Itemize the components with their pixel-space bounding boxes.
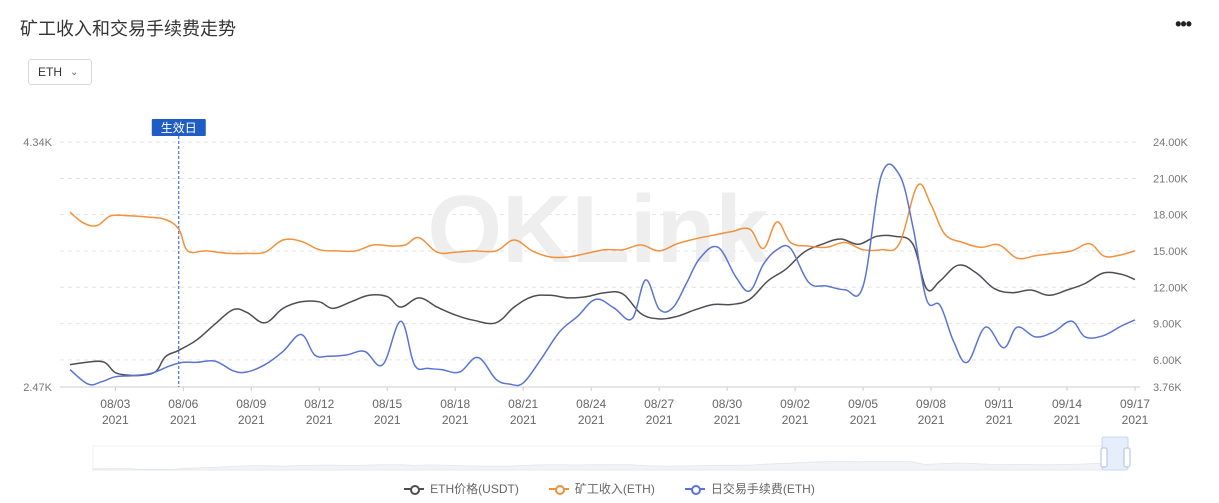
page-title: 矿工收入和交易手续费走势: [20, 19, 236, 39]
legend-label-price: ETH价格(USDT): [430, 482, 519, 496]
x-tick-year-label: 2021: [646, 413, 673, 427]
y-right-tick-label: 3.76K: [1153, 382, 1182, 394]
x-tick-label: 08/15: [372, 397, 402, 411]
x-tick-year-label: 2021: [1122, 413, 1149, 427]
y-right-tick-label: 9.00K: [1153, 319, 1182, 331]
x-tick-label: 08/06: [168, 397, 198, 411]
legend: ETH价格(USDT) 矿工收入(ETH) 日交易手续费(ETH): [0, 480, 1219, 497]
x-tick-label: 08/21: [508, 397, 538, 411]
coin-select-value: ETH: [38, 65, 62, 79]
x-tick-label: 08/03: [100, 397, 130, 411]
x-tick-year-label: 2021: [442, 413, 469, 427]
axes-layer: 3.76K 6.00K 9.00K 12.00K 15.00K 18.00K 21.00K 2…: [23, 137, 1188, 427]
x-tick-label: 09/17: [1120, 397, 1150, 411]
legend-item-price[interactable]: ETH价格(USDT): [404, 480, 519, 497]
x-tick-label: 09/14: [1052, 397, 1082, 411]
x-tick-label: 08/09: [236, 397, 266, 411]
x-tick-year-label: 2021: [170, 413, 197, 427]
x-tick-label: 08/30: [712, 397, 742, 411]
more-dots-icon[interactable]: •••: [1175, 14, 1192, 34]
x-tick-label: 08/18: [440, 397, 470, 411]
chevron-down-icon: ⌄: [70, 66, 79, 78]
x-tick-year-label: 2021: [102, 413, 129, 427]
zoom-handle-left: [1100, 447, 1108, 468]
x-tick-label: 09/11: [984, 397, 1013, 411]
x-tick-year-label: 2021: [714, 413, 741, 427]
series-line-daily-fee: [69, 163, 1136, 387]
legend-label-income: 矿工收入(ETH): [574, 482, 655, 496]
x-tick-year-label: 2021: [986, 413, 1013, 427]
series-line-eth-price: [69, 234, 1136, 377]
zoom-mini-area: [92, 461, 1128, 471]
x-tick-label: 08/24: [576, 397, 606, 411]
legend-swatch-price: [404, 484, 425, 495]
x-tick-label: 08/27: [644, 397, 674, 411]
y-right-tick-label: 6.00K: [1153, 355, 1182, 367]
x-tick-year-label: 2021: [374, 413, 401, 427]
watermark: OKLink: [427, 176, 769, 283]
legend-item-fee[interactable]: 日交易手续费(ETH): [684, 480, 815, 497]
y-right-tick-label: 24.00K: [1153, 137, 1189, 149]
legend-swatch-income: [548, 484, 569, 495]
y-right-tick-label: 12.00K: [1153, 282, 1189, 294]
zoom-handle-right: [1123, 447, 1131, 468]
x-tick-year-label: 2021: [306, 413, 333, 427]
x-tick-year-label: 2021: [918, 413, 945, 427]
coin-select[interactable]: ETH ⌄: [28, 59, 92, 85]
y-left-tick-label: 2.47K: [23, 382, 52, 394]
y-left-tick-label: 4.34K: [23, 137, 52, 149]
x-tick-year-label: 2021: [510, 413, 537, 427]
x-tick-year-label: 2021: [578, 413, 605, 427]
x-tick-label: 09/05: [848, 397, 878, 411]
legend-swatch-fee: [684, 484, 705, 495]
x-tick-label: 09/02: [780, 397, 810, 411]
y-right-tick-label: 15.00K: [1153, 246, 1189, 258]
marker-label: 生效日: [161, 120, 197, 135]
y-right-tick-label: 21.00K: [1153, 173, 1189, 185]
zoom-slider[interactable]: [92, 436, 1131, 471]
y-right-tick-label: 18.00K: [1153, 210, 1189, 222]
legend-label-fee: 日交易手续费(ETH): [710, 482, 815, 496]
x-tick-label: 08/12: [304, 397, 334, 411]
marker-badge: [151, 119, 206, 136]
marker-layer: 生效日: [151, 119, 206, 387]
series-layer: [69, 163, 1136, 387]
x-tick-label: 09/08: [916, 397, 946, 411]
legend-item-income[interactable]: 矿工收入(ETH): [548, 480, 655, 497]
series-line-miner-income: [69, 183, 1136, 260]
x-tick-year-label: 2021: [1054, 413, 1081, 427]
x-tick-year-label: 2021: [238, 413, 265, 427]
x-tick-year-label: 2021: [782, 413, 809, 427]
x-tick-year-label: 2021: [850, 413, 877, 427]
